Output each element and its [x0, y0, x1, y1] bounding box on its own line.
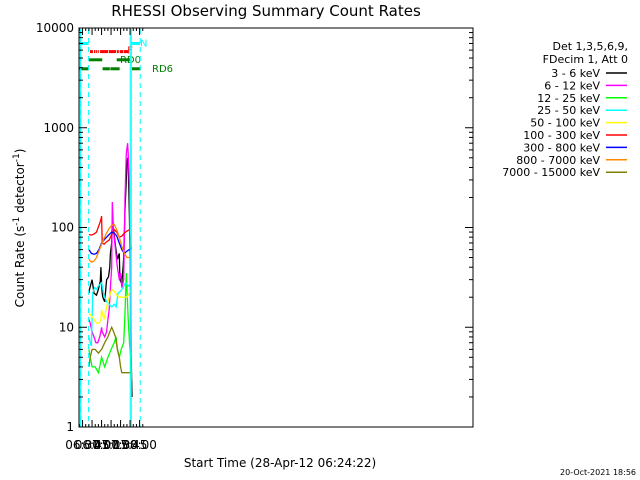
y-tick-label: 1	[66, 420, 74, 434]
x-tick-label: 07:30	[103, 438, 138, 452]
plot-frame	[78, 27, 474, 428]
flag-label-n: N	[140, 38, 147, 49]
legend-label-50-100-kev: 50 - 100 keV	[530, 117, 600, 130]
legend: Det 1,3,5,6,9, FDecim 1, Att 0 3 - 6 keV…	[502, 40, 628, 179]
flag-label-rd6: RD6	[152, 64, 173, 75]
x-tick-label: 08:00	[122, 438, 157, 452]
flag-bars: NFRD0RD6	[79, 38, 173, 75]
x-tick-label: 06:30	[65, 438, 100, 452]
legend-label-800-7000-kev: 800 - 7000 keV	[516, 154, 600, 167]
timestamp: 20-Oct-2021 18:56	[560, 468, 636, 477]
y-tick-label: 10000	[36, 21, 74, 35]
legend-label-100-300-kev: 100 - 300 keV	[523, 129, 600, 142]
y-tick-label: 10	[59, 320, 74, 334]
x-tick-label: 07:00	[84, 438, 119, 452]
series-line-800-7000-kev	[88, 223, 132, 263]
series-line-7000-15000-kev	[88, 325, 132, 374]
y-axis: 1 10 100 1000 10000	[36, 21, 473, 434]
x-tick-label: 07:45	[113, 438, 148, 452]
y-tick-label: 1000	[43, 121, 74, 135]
legend-label-7000-15000-kev: 7000 - 15000 keV	[502, 166, 600, 179]
legend-label-300-800-kev: 300 - 800 keV	[523, 141, 600, 154]
plot-data-layer	[88, 143, 133, 398]
series-line-100-300-kev	[88, 215, 133, 250]
y-tick-label: 100	[51, 221, 74, 235]
chart-title: RHESSI Observing Summary Count Rates	[111, 2, 421, 20]
y-axis-label: Count Rate (s-1 detector-1)	[12, 149, 27, 308]
legend-label-6-12-kev: 6 - 12 keV	[544, 79, 600, 92]
legend-label-3-6-kev: 3 - 6 keV	[551, 67, 600, 80]
x-tick-label: 06:45	[75, 438, 110, 452]
legend-label-12-25-kev: 12 - 25 keV	[537, 92, 600, 105]
legend-header-line-2: FDecim 1, Att 0	[543, 53, 628, 66]
series-line-6-12-kev	[88, 143, 133, 358]
series-line-50-100-kev	[88, 288, 132, 324]
series-line-25-50-kev	[88, 281, 132, 347]
legend-label-25-50-kev: 25 - 50 keV	[537, 104, 600, 117]
legend-header-line-1: Det 1,3,5,6,9,	[552, 40, 628, 53]
x-tick-label: 07:15	[94, 438, 129, 452]
x-axis-label: Start Time (28-Apr-12 06:24:22)	[184, 456, 376, 470]
